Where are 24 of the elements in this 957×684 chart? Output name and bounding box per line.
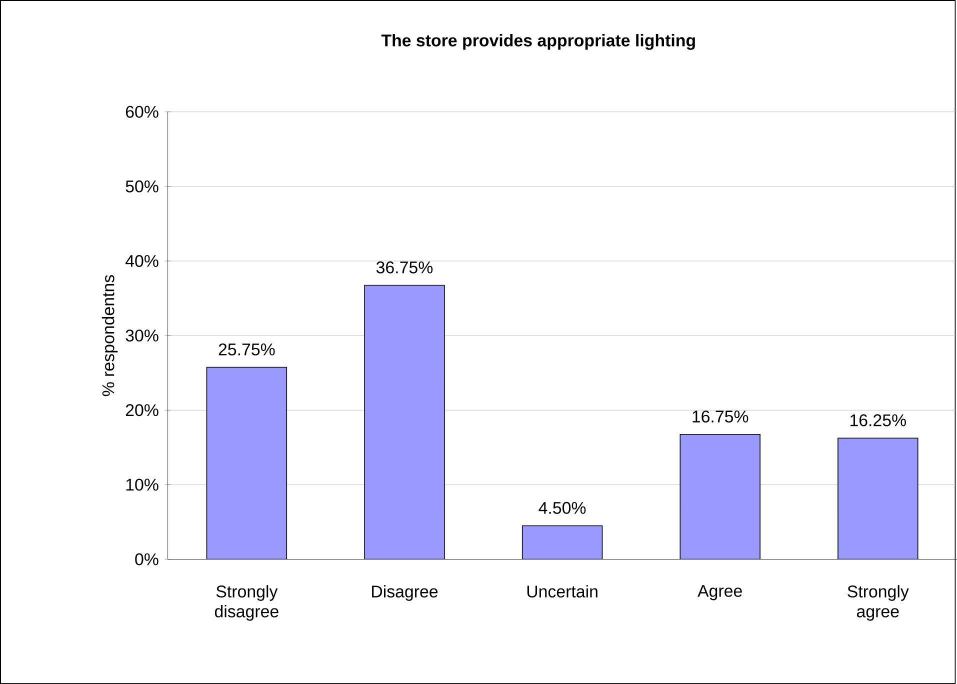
chart-title: The store provides appropriate lighting <box>381 34 695 50</box>
data-label: 25.75% <box>218 343 275 356</box>
x-tick-label: Agree <box>698 585 742 600</box>
x-tick-label: Uncertain <box>527 585 598 598</box>
bar <box>680 434 760 560</box>
y-tick-label: 20% <box>126 404 158 416</box>
y-tick-label: 40% <box>125 254 158 267</box>
data-label: 16.25% <box>850 414 906 426</box>
data-label: 4.50% <box>538 502 586 514</box>
y-tick-label: 50% <box>126 180 158 192</box>
x-tick-label: Disagree <box>372 585 438 601</box>
data-label: 16.75% <box>692 410 748 422</box>
x-tick-label: Strongly agree <box>848 585 909 621</box>
bar <box>838 438 918 560</box>
bar <box>364 284 445 560</box>
bar <box>206 366 288 560</box>
y-tick-label: 60% <box>126 106 158 118</box>
x-tick-label: Strongly disagree <box>214 585 278 621</box>
y-axis-title: % respondentns <box>102 275 118 396</box>
bar <box>522 525 603 560</box>
y-tick-label: 0% <box>135 553 158 566</box>
y-tick-label: 10% <box>126 478 158 491</box>
y-tick-label: 30% <box>126 330 158 342</box>
data-label: 36.75% <box>376 261 433 274</box>
